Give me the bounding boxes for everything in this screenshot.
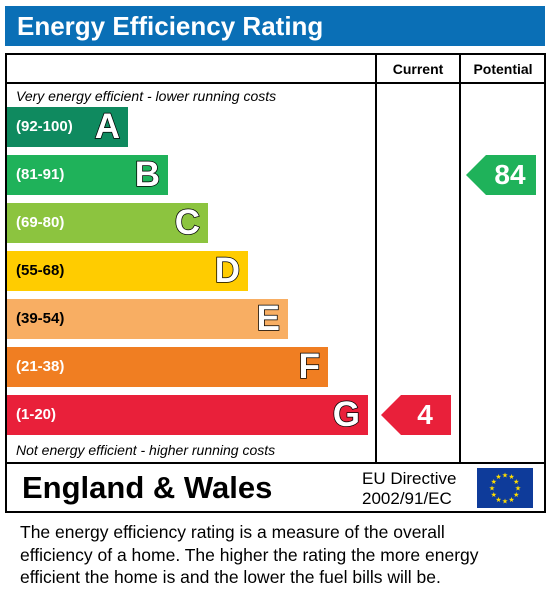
description-line: efficiency of a home. The higher the rat… [20, 544, 479, 565]
flag-star: ★ [508, 473, 514, 481]
current-rating-arrow-value: 4 [417, 399, 433, 430]
band-b: (81-91) B [7, 154, 168, 195]
band-range-label: (1-20) [16, 406, 57, 423]
description-line: efficient the home is and the lower the … [20, 567, 441, 587]
divider-current [375, 53, 377, 464]
band-letter: E [256, 298, 281, 339]
bottom-note: Not energy efficient - higher running co… [16, 442, 276, 458]
band-letter: C [174, 202, 201, 243]
band-letter: A [94, 106, 121, 147]
band-range-label: (39-54) [16, 310, 65, 327]
flag-star: ★ [489, 485, 495, 493]
directive-line-2: 2002/91/EC [362, 489, 452, 508]
description: The energy efficiency rating is a measur… [20, 521, 540, 589]
flag-star: ★ [491, 491, 497, 499]
band-range-label: (69-80) [16, 214, 65, 231]
band-letter: D [214, 250, 241, 291]
potential-rating-arrow: 84 [466, 155, 536, 195]
header-divider [5, 82, 546, 84]
band-g: (1-20) G [7, 394, 368, 435]
band-letter: B [134, 154, 161, 195]
rating-table [5, 53, 546, 513]
band-range-label: (55-68) [16, 262, 65, 279]
flag-star: ★ [495, 473, 501, 481]
current-rating-arrow: 4 [381, 395, 451, 435]
band-range-label: (81-91) [16, 166, 65, 183]
top-note: Very energy efficient - lower running co… [16, 88, 277, 104]
band-range-label: (21-38) [16, 358, 65, 375]
band-c: (69-80) C [7, 202, 208, 243]
band-letter: G [332, 394, 361, 435]
flag-star: ★ [502, 498, 508, 506]
band-d: (55-68) D [7, 250, 248, 291]
eu-flag-icon: ★ ★ ★ ★ ★ ★ ★ ★ ★ ★ ★ ★ [477, 468, 533, 508]
potential-rating-arrow-value: 84 [494, 159, 526, 190]
directive-line-1: EU Directive [362, 469, 457, 488]
potential-rating-arrow-shape [466, 155, 536, 195]
region-label: England & Wales [22, 470, 273, 505]
flag-star: ★ [513, 491, 519, 499]
current-rating-arrow-shape [381, 395, 451, 435]
footer-divider [5, 462, 546, 464]
band-e: (39-54) E [7, 298, 288, 339]
band-a: (92-100) A [7, 106, 128, 147]
description-line: The energy efficiency rating is a measur… [20, 522, 445, 542]
flag-star: ★ [508, 496, 514, 504]
current-column-header: Current [392, 61, 444, 77]
flag-star: ★ [502, 472, 508, 480]
band-f: (21-38) F [7, 346, 328, 387]
potential-column-header: Potential [473, 61, 533, 77]
flag-star: ★ [513, 478, 519, 486]
flag-star: ★ [491, 478, 497, 486]
flag-star: ★ [495, 496, 501, 504]
page-title: Energy Efficiency Rating [5, 6, 545, 46]
band-letter: F [298, 346, 321, 387]
flag-star: ★ [515, 485, 521, 493]
divider-potential [459, 53, 461, 464]
band-range-label: (92-100) [16, 118, 73, 135]
